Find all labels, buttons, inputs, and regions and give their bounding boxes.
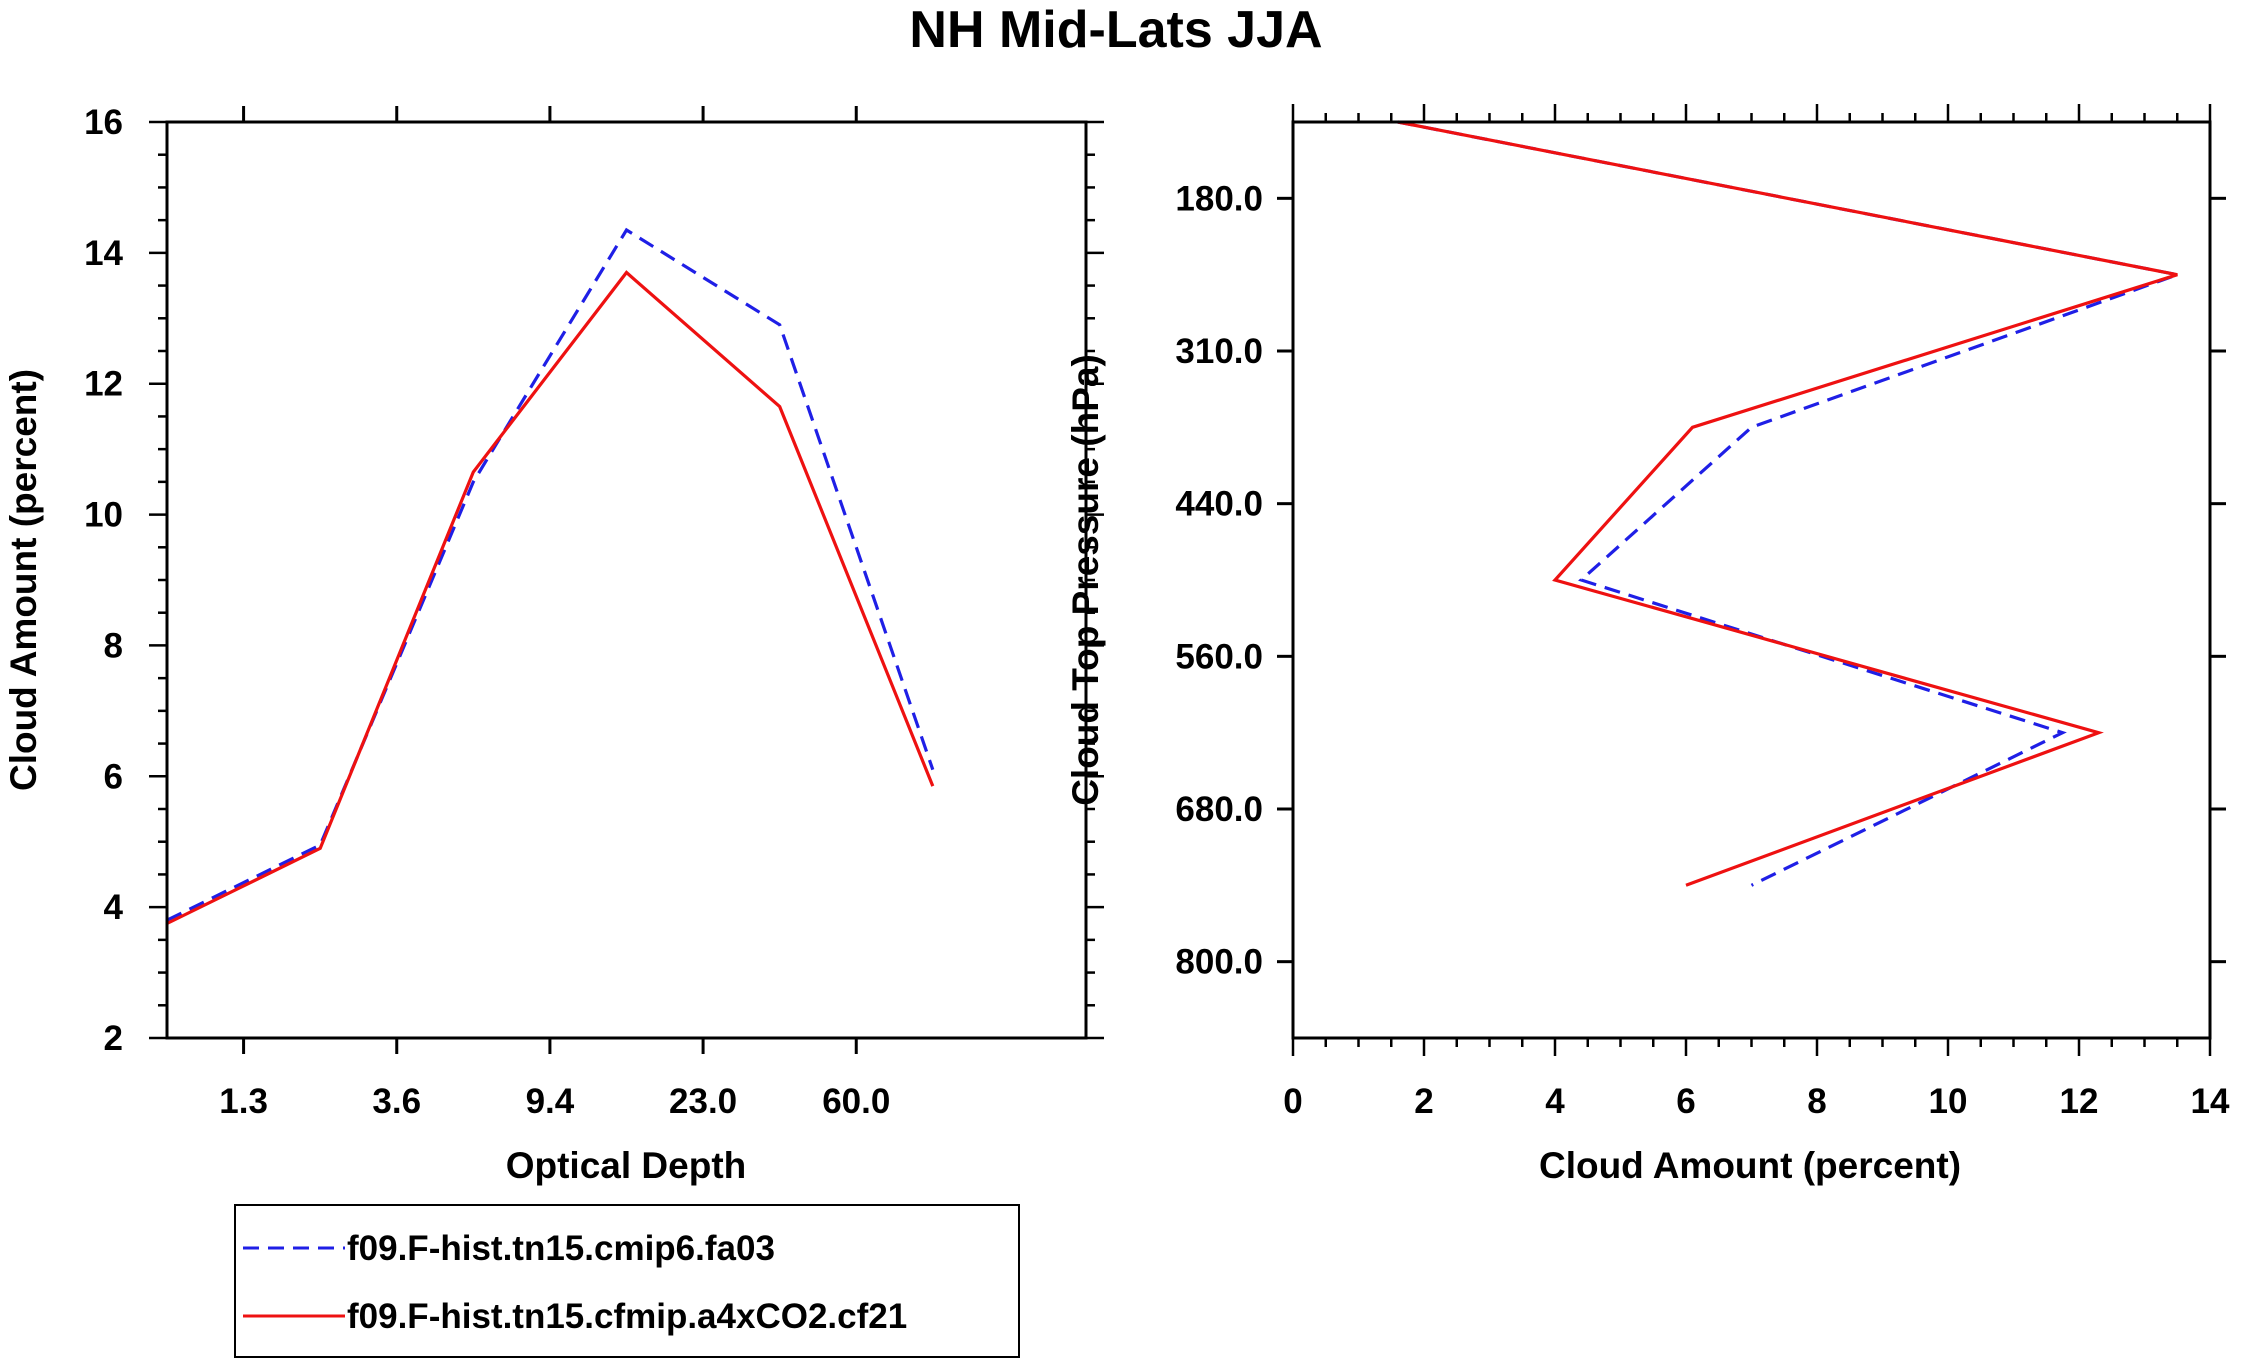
right-x-tick-label: 10 (1929, 1082, 1968, 1121)
right-x-tick-labels: 0 2 4 6 8 10 12 14 (1283, 1082, 2230, 1121)
right-y-tick-label: 180.0 (1175, 179, 1263, 218)
right-axis-ticks (1277, 104, 2226, 1056)
legend-label-series2: f09.F-hist.tn15.cfmip.a4xCO2.cf21 (347, 1297, 907, 1336)
right-y-tick-label: 560.0 (1175, 637, 1263, 676)
left-y-tick-label: 6 (104, 757, 123, 796)
left-x-tick-label: 3.6 (372, 1082, 421, 1121)
right-y-tick-label: 680.0 (1175, 790, 1263, 829)
right-x-tick-label: 6 (1676, 1082, 1695, 1121)
legend-box (234, 1204, 1020, 1358)
right-y-axis-label: Cloud Top Pressure (hPa) (1065, 354, 1106, 806)
left-y-tick-label: 4 (104, 888, 124, 927)
left-y-tick-label: 16 (84, 103, 123, 142)
right-x-axis-label: Cloud Amount (percent) (1539, 1145, 1961, 1186)
right-panel: 0 2 4 6 8 10 12 14 180.0 310.0 440.0 560.0 680.0 800… (1065, 104, 2230, 1186)
left-x-tick-label: 1.3 (219, 1082, 268, 1121)
right-x-tick-label: 14 (2191, 1082, 2230, 1121)
left-y-tick-label: 14 (84, 234, 123, 273)
right-x-tick-label: 8 (1807, 1082, 1826, 1121)
left-x-tick-labels: 1.3 3.6 9.4 23.0 60.0 (219, 1082, 890, 1121)
right-x-tick-label: 2 (1414, 1082, 1433, 1121)
left-series-line-2 (166, 270, 935, 925)
chart-title: NH Mid-Lats JJA (909, 1, 1322, 59)
left-y-axis-label: Cloud Amount (percent) (3, 369, 44, 791)
right-series-lines (1397, 120, 2184, 887)
left-y-tick-label: 10 (84, 496, 123, 535)
right-plot-frame (1291, 120, 2212, 1040)
right-y-tick-label: 440.0 (1175, 485, 1263, 524)
left-x-tick-label: 23.0 (669, 1082, 737, 1121)
legend: f09.F-hist.tn15.cmip6.fa03 f09.F-hist.tn… (234, 1204, 1020, 1358)
right-y-tick-label: 800.0 (1175, 943, 1263, 982)
left-y-tick-label: 12 (84, 365, 123, 404)
left-panel: 1.3 3.6 9.4 23.0 60.0 2 4 6 8 10 12 14 16 Optical D… (3, 103, 1104, 1186)
left-x-axis-label: Optical Depth (506, 1145, 747, 1186)
left-axis-ticks (149, 106, 1104, 1054)
left-x-tick-label: 60.0 (822, 1082, 890, 1121)
left-series-lines (166, 227, 935, 925)
right-y-tick-labels: 180.0 310.0 440.0 560.0 680.0 800.0 (1175, 179, 1263, 981)
left-y-tick-labels: 2 4 6 8 10 12 14 16 (84, 103, 123, 1058)
right-series-line-1 (1397, 120, 2184, 887)
left-x-tick-label: 9.4 (526, 1082, 575, 1121)
legend-label-series1: f09.F-hist.tn15.cmip6.fa03 (347, 1229, 775, 1268)
left-series-line-1 (166, 227, 935, 922)
left-y-tick-label: 2 (104, 1019, 123, 1058)
left-plot-frame (165, 120, 1088, 1040)
right-x-tick-label: 4 (1545, 1082, 1565, 1121)
right-x-tick-label: 0 (1283, 1082, 1302, 1121)
left-y-tick-label: 8 (104, 626, 123, 665)
right-x-tick-label: 12 (2060, 1082, 2099, 1121)
right-series-line-2 (1397, 120, 2178, 887)
right-y-tick-label: 310.0 (1175, 332, 1263, 371)
